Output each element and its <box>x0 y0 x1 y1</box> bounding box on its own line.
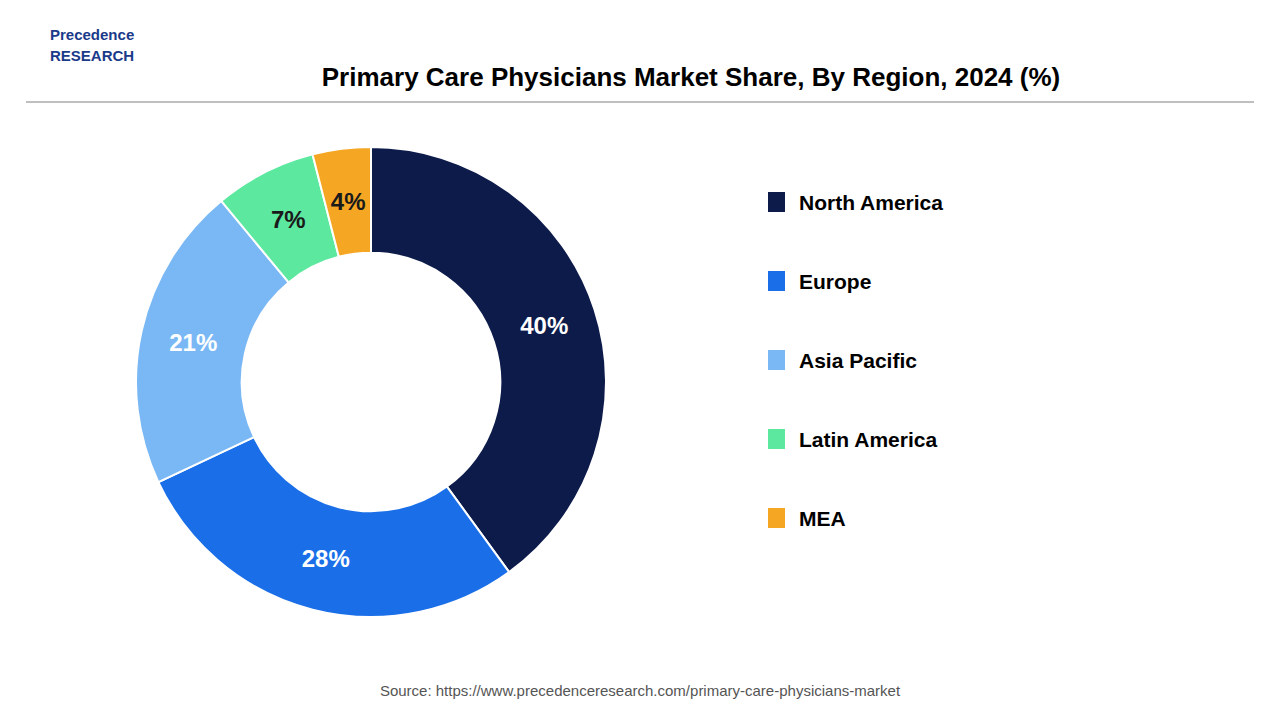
legend-swatch <box>768 429 785 449</box>
legend-label: North America <box>799 191 943 214</box>
separator <box>26 101 1254 103</box>
legend-swatch <box>768 271 785 291</box>
logo-line: Precedence <box>50 26 134 43</box>
data-label: 4% <box>331 188 366 215</box>
donut <box>136 147 606 617</box>
slice <box>313 147 371 257</box>
source-text: Source: https://www.precedenceresearch.c… <box>380 682 901 699</box>
legend-swatch <box>768 508 785 528</box>
legend-label: Europe <box>799 270 871 293</box>
background <box>0 0 1280 720</box>
logo-line: RESEARCH <box>50 47 134 64</box>
title: Primary Care Physicians Market Share, By… <box>322 62 1060 92</box>
legend-item: Asia Pacific <box>768 349 917 372</box>
data-label: 28% <box>302 545 350 572</box>
legend-item: Latin America <box>768 428 937 451</box>
legend-label: Asia Pacific <box>799 349 917 372</box>
legend-swatch <box>768 350 785 370</box>
legend-item: MEA <box>768 507 846 530</box>
legend-item: North America <box>768 191 943 214</box>
data-labels: 40% 28% 21% 7% 4% <box>169 188 568 572</box>
logo-text: Precedence RESEARCH <box>50 26 134 64</box>
data-label: 21% <box>169 329 217 356</box>
legend: North America Europe Asia Pacific Latin Ame… <box>768 191 943 530</box>
legend-label: Latin America <box>799 428 937 451</box>
slice <box>158 437 509 617</box>
data-label: 7% <box>271 206 306 233</box>
chart-root: Precedence RESEARCH Primary Care Physician… <box>0 0 1280 720</box>
legend-label: MEA <box>799 507 846 530</box>
data-label: 40% <box>520 312 568 339</box>
legend-swatch <box>768 192 785 212</box>
legend-item: Europe <box>768 270 871 293</box>
